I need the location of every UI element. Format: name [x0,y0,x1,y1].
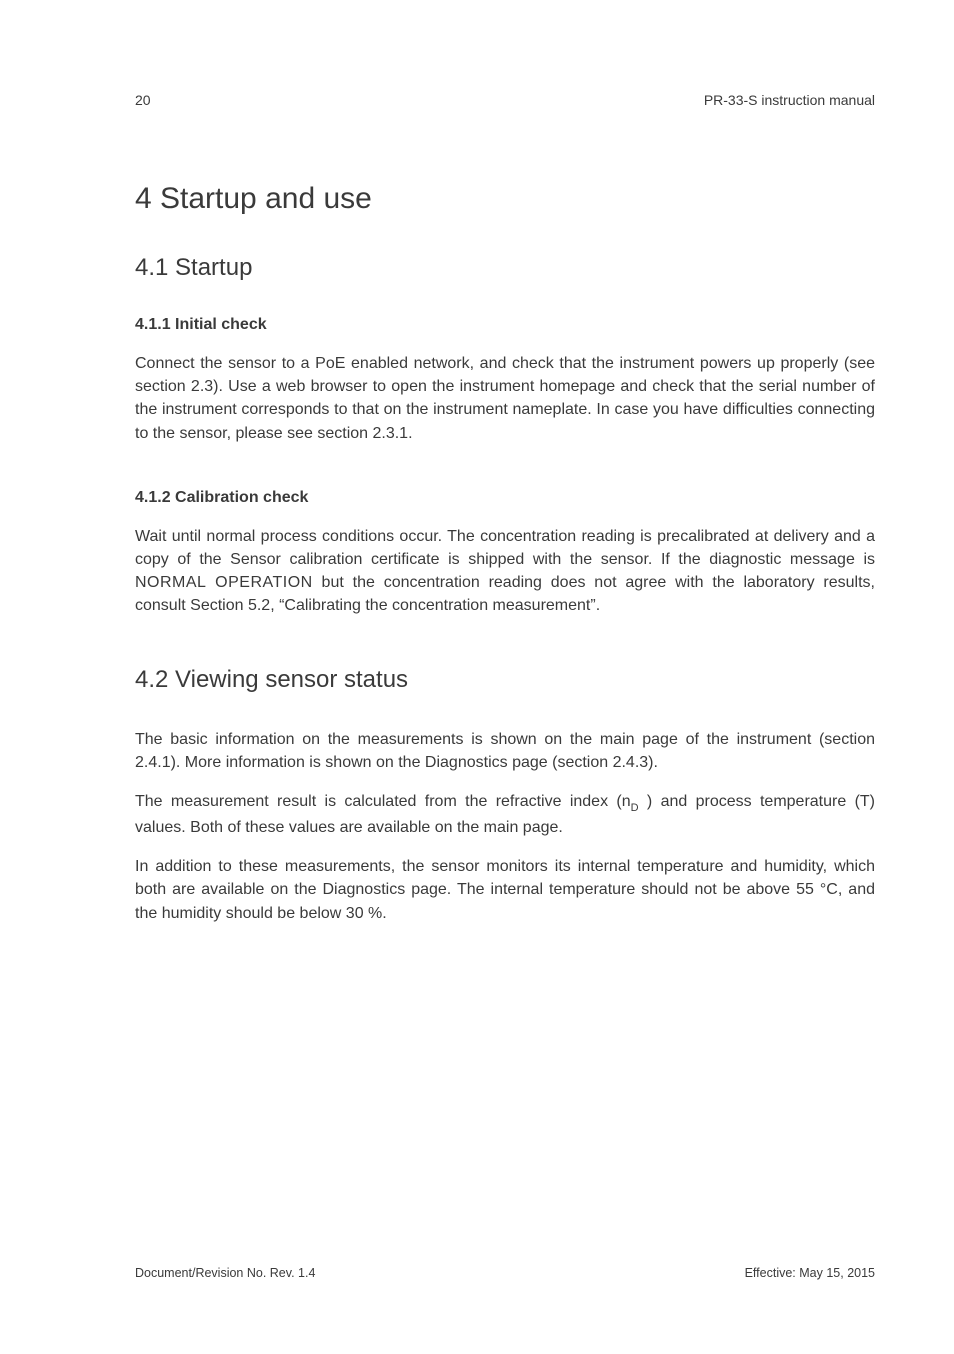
page-footer: Document/Revision No. Rev. 1.4 Effective… [135,1266,875,1280]
footer-left: Document/Revision No. Rev. 1.4 [135,1266,315,1280]
paragraph: The measurement result is calculated fro… [135,790,875,839]
section-4-1-heading: 4.1 Startup [135,254,875,282]
text-run: The measurement result is calculated fro… [135,793,631,810]
footer-right: Effective: May 15, 2015 [745,1266,875,1280]
subsection-4-1-2-heading: 4.1.2 Calibration check [135,489,875,507]
header-title: PR-33-S instruction manual [704,92,875,108]
section-4-2-heading: 4.2 Viewing sensor status [135,666,875,694]
paragraph: Wait until normal process conditions occ… [135,525,875,618]
page-content: 4 Startup and use 4.1 Startup 4.1.1 Init… [135,182,875,941]
subscript: D [631,802,639,814]
small-caps-text: NORMAL OPERATION [135,574,313,591]
paragraph: Connect the sensor to a PoE enabled netw… [135,352,875,445]
text-run: Wait until normal process conditions occ… [135,528,875,568]
chapter-heading: 4 Startup and use [135,182,875,216]
subsection-4-1-1-heading: 4.1.1 Initial check [135,316,875,334]
page-number: 20 [135,92,151,108]
paragraph: The basic information on the measurement… [135,728,875,774]
paragraph: In addition to these measurements, the s… [135,855,875,925]
